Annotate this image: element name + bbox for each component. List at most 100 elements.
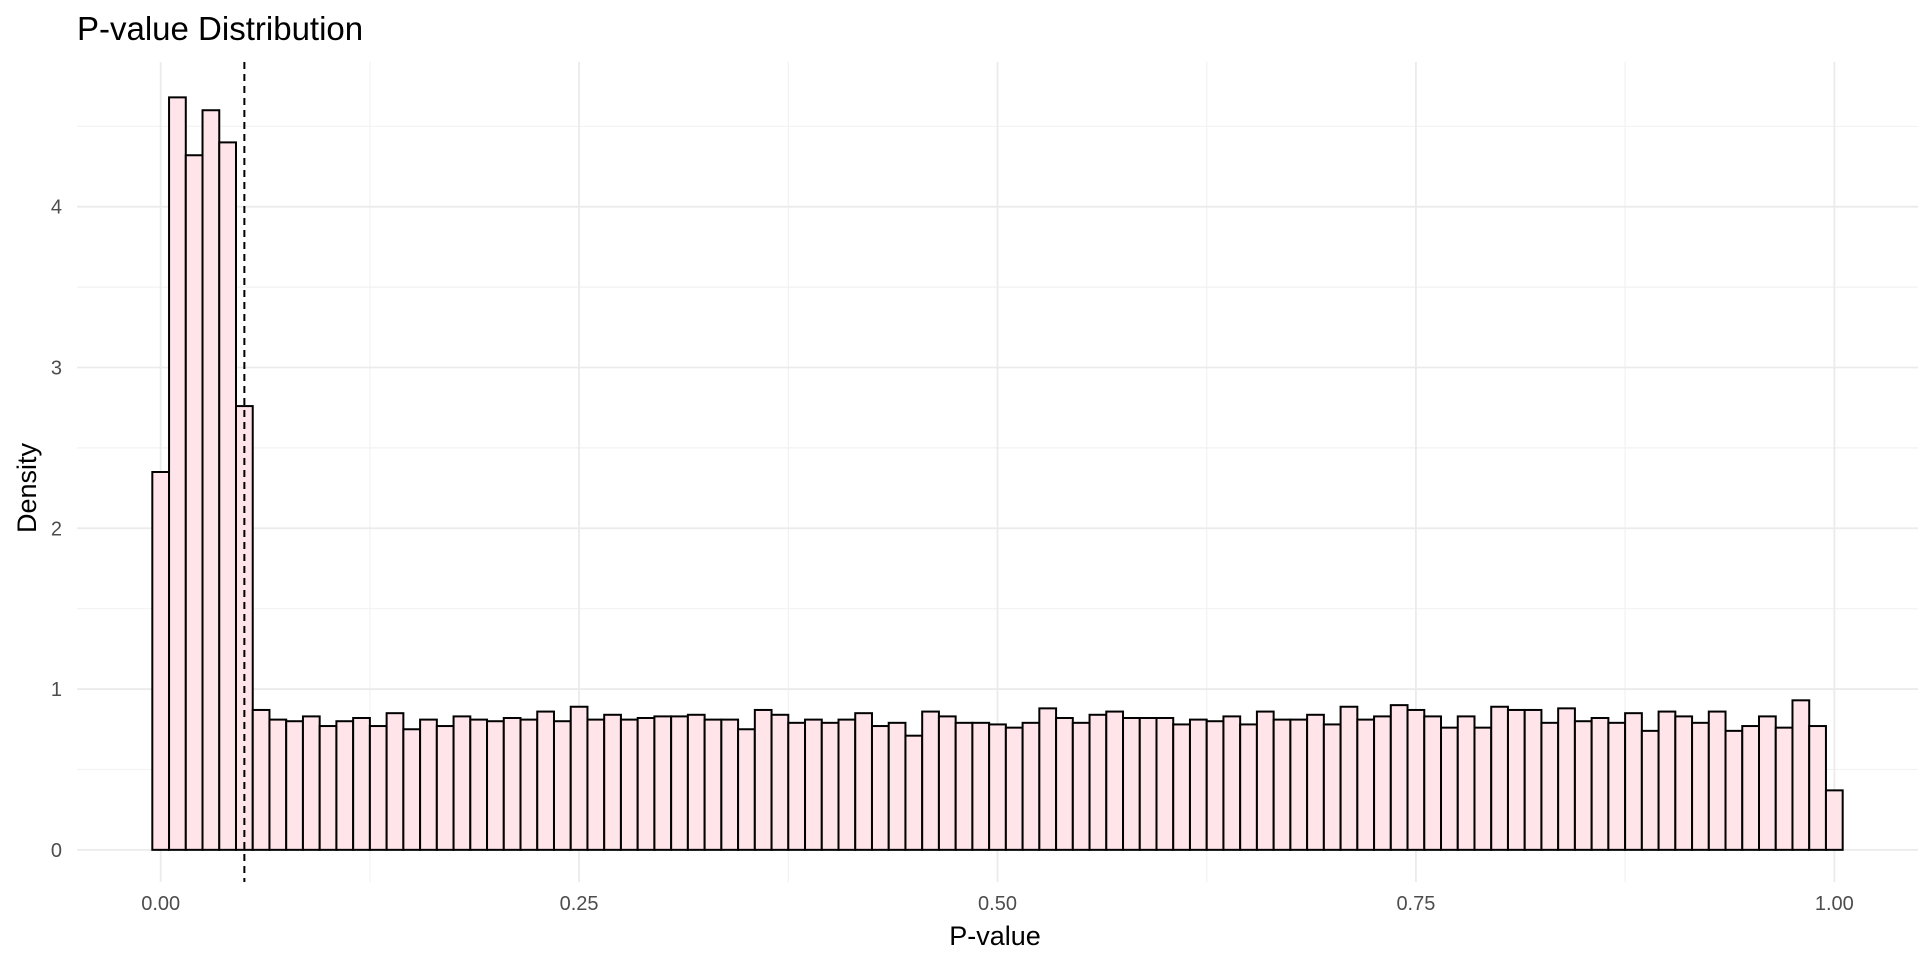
histogram-bar (1573, 720, 1593, 851)
x-tick-label: 0.25 (560, 893, 599, 915)
histogram-bar (285, 720, 304, 851)
histogram-bar (1741, 725, 1761, 851)
y-tick-label: 3 (51, 357, 62, 379)
histogram-bar (904, 734, 924, 851)
histogram-bar (770, 713, 790, 851)
histogram-bar (804, 718, 823, 851)
histogram-bar (569, 705, 589, 851)
histogram-bar (1373, 715, 1392, 851)
histogram-bar (402, 728, 422, 851)
tick-labels-layer: 0.00 0.25 0.50 0.75 1.00 0 1 2 3 4 (51, 197, 1854, 915)
histogram-bar (737, 728, 756, 851)
histogram-bar (1590, 717, 1610, 851)
histogram-bar (1289, 718, 1309, 851)
y-axis-title: Density (12, 442, 42, 533)
histogram-bar (854, 712, 873, 851)
histogram-bar (1389, 704, 1409, 851)
histogram-bar (1674, 715, 1694, 851)
x-tick-label: 0.75 (1396, 893, 1435, 915)
histogram-bar (502, 717, 522, 851)
histogram-bar (1038, 707, 1058, 851)
histogram-bar (1122, 717, 1141, 851)
histogram-bar (1607, 721, 1627, 851)
histogram-bar (1155, 717, 1175, 851)
histogram-bar (1071, 721, 1091, 851)
histogram-bar (1640, 729, 1660, 851)
x-tick-label: 0.50 (978, 893, 1017, 915)
histogram-bar (1440, 726, 1459, 851)
x-tick-label: 1.00 (1815, 893, 1854, 915)
histogram-bar (1758, 715, 1777, 851)
histogram-bar (1021, 721, 1041, 851)
histogram-bar (251, 708, 271, 851)
histogram-bar (1657, 710, 1677, 851)
histogram-bar (1824, 789, 1844, 851)
histogram-bar (368, 725, 388, 851)
histogram-bar (435, 725, 455, 851)
x-tick-label: 0.00 (141, 893, 180, 915)
histogram-bar (971, 721, 991, 851)
histogram-bar (1188, 718, 1208, 851)
histogram-bar (268, 718, 288, 851)
histogram-bar (1222, 715, 1242, 851)
histogram-bar (1523, 708, 1543, 851)
histogram-bar (603, 713, 622, 851)
histogram-bar (1691, 721, 1710, 851)
histogram-bar (1624, 712, 1643, 851)
histogram-bar (1791, 699, 1811, 851)
grid-layer (77, 62, 1918, 882)
x-axis-title: P-value (949, 921, 1041, 951)
histogram-bar (1808, 725, 1827, 851)
histogram-bar (619, 718, 639, 851)
histogram-bar (1456, 715, 1476, 851)
histogram-bar (937, 715, 957, 851)
y-tick-label: 1 (51, 679, 62, 701)
histogram-bar (201, 109, 221, 851)
histogram-bar (1138, 717, 1158, 851)
histogram-bar (1774, 726, 1794, 851)
histogram-bar (552, 720, 572, 851)
histogram-bar (352, 717, 371, 851)
histogram-bar (636, 717, 656, 851)
histogram-bar (1239, 723, 1258, 851)
histogram-bar (586, 718, 606, 851)
histogram-bar (1540, 721, 1560, 851)
histogram-bar (787, 721, 807, 851)
y-tick-label: 2 (51, 518, 62, 540)
histogram-bar (686, 713, 706, 851)
histogram-bar (519, 718, 539, 851)
bars-layer (151, 96, 1844, 851)
histogram-bar (1172, 723, 1191, 851)
histogram-bar (486, 720, 505, 851)
histogram-bar (1322, 723, 1342, 851)
y-tick-label: 0 (51, 840, 62, 862)
histogram-bar (536, 710, 555, 851)
histogram-bar (1473, 726, 1493, 851)
histogram-bar (1055, 717, 1074, 851)
histogram-bar (837, 718, 857, 851)
histogram-bar (1490, 705, 1509, 851)
histogram-bar (887, 721, 907, 851)
histogram-bar (870, 725, 890, 851)
histogram-bar (168, 96, 187, 851)
chart-title: P-value Distribution (77, 10, 363, 47)
histogram-bar (1255, 710, 1275, 851)
histogram-bar (1272, 718, 1292, 851)
histogram-bar (988, 723, 1007, 851)
histogram-bar (1205, 720, 1225, 851)
histogram-bar (419, 718, 438, 851)
histogram-bar (469, 718, 489, 851)
histogram-bar (385, 712, 405, 851)
histogram-bar (1339, 705, 1359, 851)
histogram-bar (921, 710, 940, 851)
histogram-bar (1356, 718, 1376, 851)
histogram-bar (151, 471, 171, 851)
histogram-bar (1423, 715, 1443, 851)
histogram-bar (301, 715, 321, 851)
histogram-bar (1707, 710, 1727, 851)
histogram-bar (653, 715, 673, 851)
histogram-bar (1506, 708, 1526, 851)
histogram-bar (1004, 726, 1024, 851)
